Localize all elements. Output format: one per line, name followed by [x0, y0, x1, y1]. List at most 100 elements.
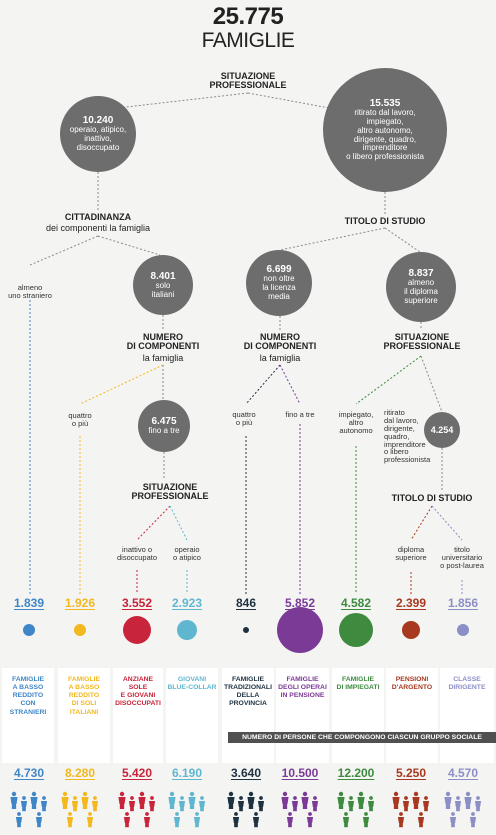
group-count: 846	[235, 596, 257, 610]
group-people-count: 10.500	[281, 766, 319, 780]
group-count: 2.399	[395, 596, 427, 610]
node-desc: non oltre la licenza media	[262, 274, 296, 301]
group-size-dot	[23, 624, 35, 636]
group-card: CLASSE DIRIGENTE	[440, 668, 494, 763]
person-icon	[148, 796, 156, 812]
person-icon	[257, 796, 265, 812]
person-icon	[30, 791, 38, 809]
connector-line	[410, 505, 433, 541]
group-size-dot	[243, 627, 249, 633]
person-icon	[454, 796, 462, 812]
ritirato-label: ritirato dal lavoro, dirigente, quadro, …	[384, 408, 431, 465]
person-icon	[138, 791, 146, 809]
group-size-dot	[339, 613, 373, 647]
person-icon	[281, 791, 289, 809]
person-icon	[306, 812, 314, 828]
titolo-heading-2: TITOLO DI STUDIO	[391, 493, 473, 503]
connector-line	[97, 235, 161, 256]
person-icon	[227, 791, 235, 809]
connector-line	[420, 355, 443, 413]
cittadinanza-sub: dei componenti la famiglia	[45, 223, 151, 233]
connector-line	[355, 355, 422, 405]
person-icon	[247, 791, 255, 809]
person-icon	[422, 796, 430, 812]
group-count: 1.926	[64, 596, 96, 610]
node-value: 10.240	[82, 115, 114, 127]
group-people-count: 4.570	[447, 766, 479, 780]
person-icon	[61, 791, 69, 809]
person-icon	[367, 796, 375, 812]
universitario-label: titolo universitario o post-laurea	[440, 545, 484, 570]
person-icon	[91, 796, 99, 812]
situazione-heading-3: SITUAZIONE PROFESSIONALE	[131, 482, 209, 502]
node-value: 15.535	[369, 98, 401, 110]
node-desc: fino a tre	[148, 426, 180, 436]
situazione-heading-2: SITUAZIONE PROFESSIONALE	[383, 332, 461, 352]
node-8401: 8.401 solo italiani	[133, 255, 193, 315]
person-icon	[40, 796, 48, 812]
person-icon	[123, 812, 131, 828]
person-icon	[168, 791, 176, 809]
person-icon	[128, 796, 136, 812]
connector-line	[384, 227, 421, 253]
person-icon	[342, 812, 350, 828]
person-icon	[469, 812, 477, 828]
person-icon	[188, 791, 196, 809]
group-card: ANZIANE SOLE E GIOVANI DISOCCUPATI	[113, 668, 163, 763]
person-icon	[357, 791, 365, 809]
total-families: 25.775	[212, 3, 284, 30]
person-icon	[173, 812, 181, 828]
group-card: PENSIONI D'ARGENTO	[386, 668, 438, 763]
node-value: 6.475	[151, 416, 177, 428]
node-value: 6.699	[266, 264, 292, 276]
person-icon	[311, 796, 319, 812]
group-people-count: 5.250	[395, 766, 427, 780]
node-desc: solo italiani	[151, 280, 175, 299]
group-count: 4.582	[340, 596, 372, 610]
group-people-count: 8.280	[64, 766, 96, 780]
group-name: FAMIGLIE A BASSO REDDITO CON STRANIERI	[9, 676, 47, 716]
person-icon	[464, 791, 472, 809]
group-people-count: 4.730	[13, 766, 45, 780]
person-icon	[15, 812, 23, 828]
numcomp-sub-2: la famiglia	[259, 353, 301, 363]
person-icon	[20, 796, 28, 812]
group-count: 1.839	[13, 596, 45, 610]
group-size-dot	[123, 616, 151, 644]
node-4254: 4.254	[424, 412, 460, 448]
group-name: PENSIONI D'ARGENTO	[391, 676, 433, 692]
person-icon	[198, 796, 206, 812]
group-card: FAMIGLIE A BASSO REDDITO CON STRANIERI	[2, 668, 54, 763]
person-icon	[417, 812, 425, 828]
group-card: FAMIGLIE TRADIZIONALI DELLA PROVINCIA	[222, 668, 274, 763]
group-size-dot	[402, 621, 420, 639]
connector-line	[245, 364, 281, 405]
node-8837: 8.837 almeno il diploma superiore	[386, 252, 456, 322]
connector-line	[279, 227, 386, 251]
group-card: GIOVANI BLUE-COLLAR	[166, 668, 218, 763]
person-icon	[392, 791, 400, 809]
group-name: FAMIGLIE TRADIZIONALI DELLA PROVINCIA	[224, 676, 272, 708]
person-icon	[71, 796, 79, 812]
person-icon	[301, 791, 309, 809]
group-size-dot	[74, 624, 86, 636]
group-size-dot	[177, 620, 197, 640]
node-value: 8.401	[150, 270, 176, 282]
group-people-count: 12.200	[337, 766, 375, 780]
numcomp-heading-1: NUMERO DI COMPONENTI	[126, 332, 200, 352]
person-icon	[178, 796, 186, 812]
person-icon	[35, 812, 43, 828]
numcomp-sub-1: la famiglia	[142, 353, 184, 363]
person-icon	[449, 812, 457, 828]
group-people-count: 6.190	[171, 766, 203, 780]
almeno-straniero-label: almeno uno straniero	[8, 283, 52, 300]
group-name: FAMIGLIE DI IMPIEGATI	[336, 676, 380, 692]
connector-line	[29, 235, 99, 266]
diploma-sup-label: diploma superiore	[395, 545, 427, 562]
person-icon	[118, 791, 126, 809]
group-card: FAMIGLIE DEGLI OPERAI IN PENSIONE	[276, 668, 329, 763]
person-icon	[337, 791, 345, 809]
